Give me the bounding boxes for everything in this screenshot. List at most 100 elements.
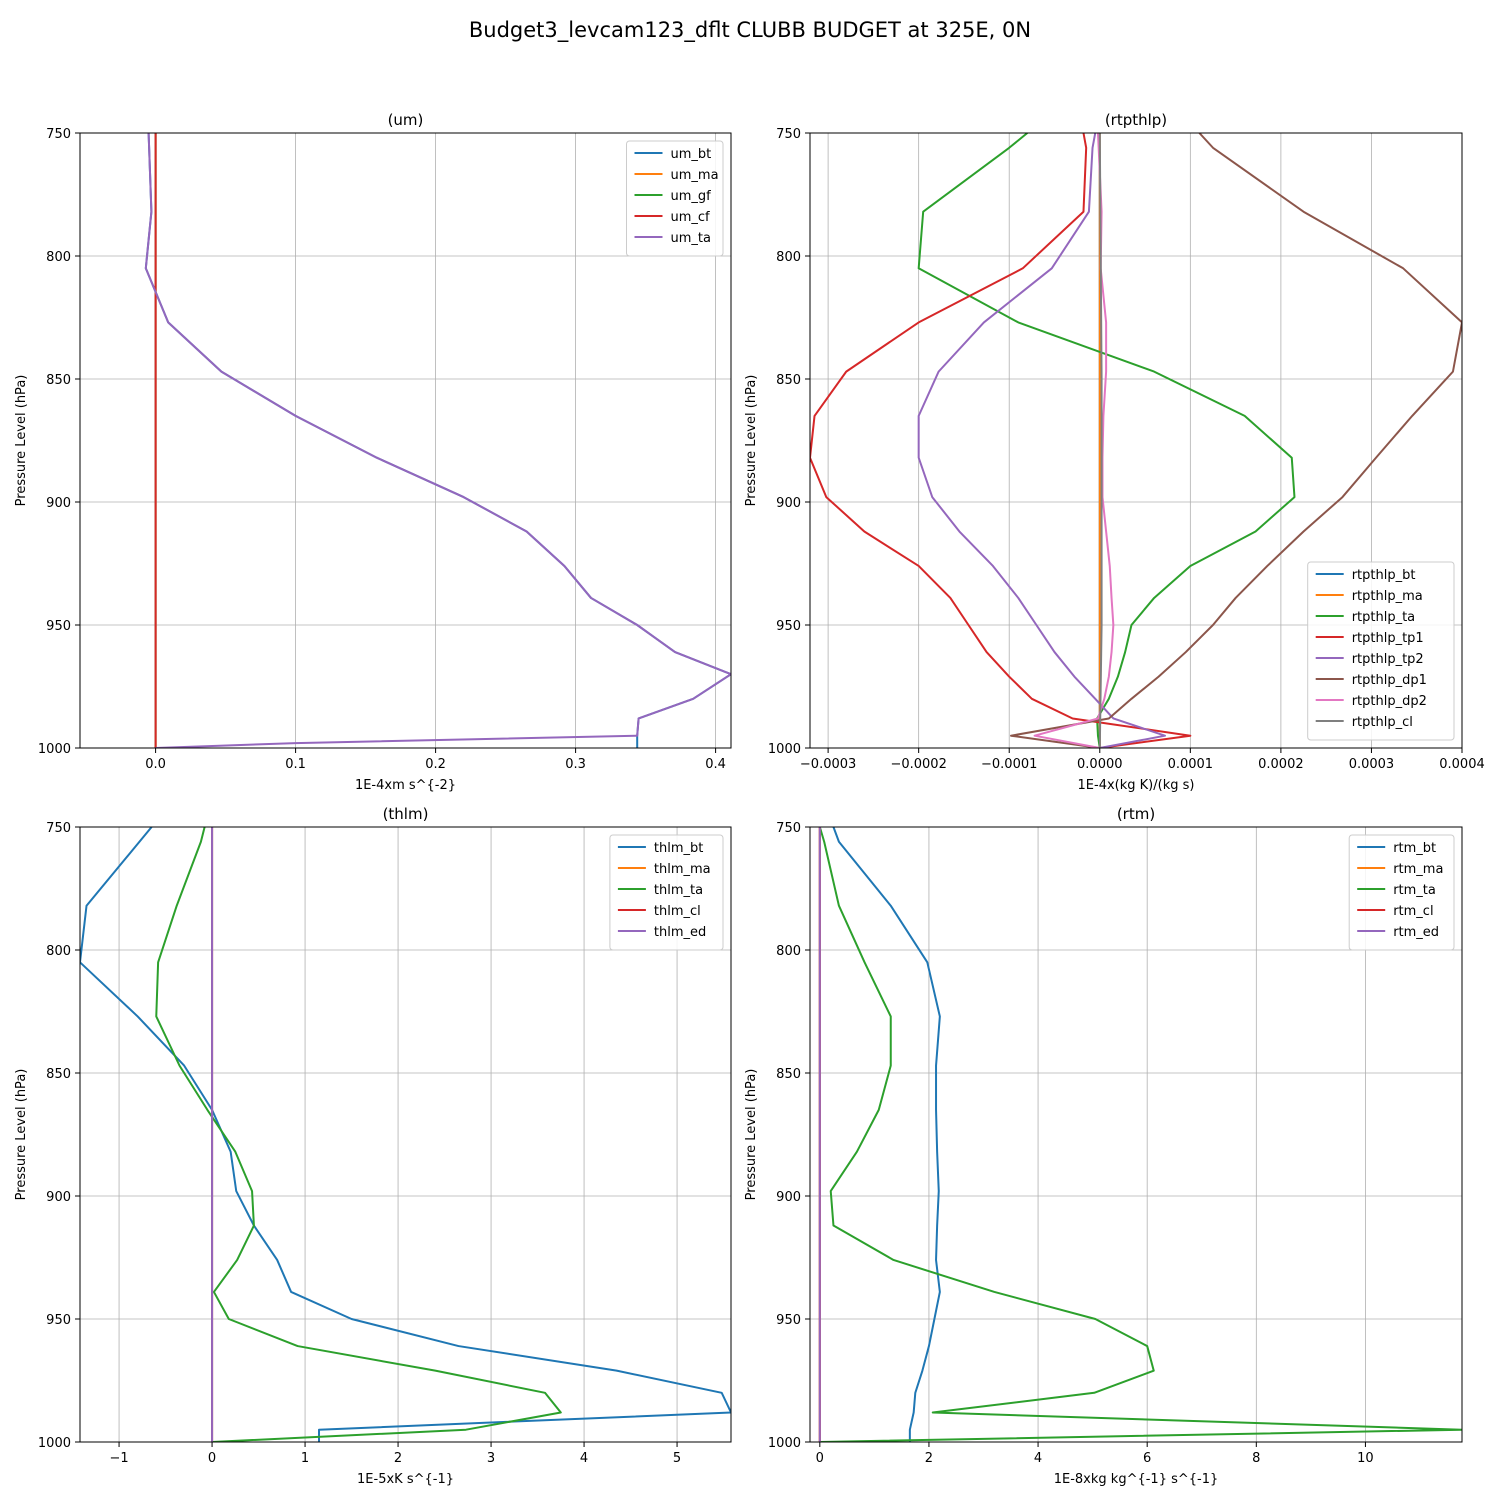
y-tick-label: 800 — [46, 250, 71, 265]
series-lines — [80, 827, 731, 1442]
chart-thlm: −1 0 1 2 3 4 5 750 800 850 900 950 1000 (thlm) 1E-5xK … — [14, 805, 732, 1487]
x-tick-label: 0.0001 — [1168, 757, 1214, 772]
x-tick-label: 0 — [816, 1451, 824, 1466]
x-tick-label: 3 — [487, 1451, 495, 1466]
chart-title: (rtpthlp) — [1105, 111, 1167, 129]
axes-frame — [809, 826, 1463, 1443]
x-axis-label: 1E-4x(kg K)/(kg s) — [1078, 778, 1195, 793]
legend-label: rtm_cl — [1393, 904, 1433, 919]
series-lines — [818, 827, 1462, 1442]
y-tick-label: 1000 — [768, 742, 801, 757]
legend-label: rtm_ma — [1393, 862, 1443, 877]
x-tick-label: 0.0000 — [1077, 757, 1123, 772]
legend-label: rtpthlp_ta — [1352, 610, 1415, 625]
x-tick-label: 2 — [394, 1451, 402, 1466]
legend: um_bt um_ma um_gf um_cf um_ta — [626, 140, 724, 257]
y-tick-label: 950 — [776, 1313, 801, 1328]
y-axis-label: Pressure Level (hPa) — [744, 1069, 759, 1201]
legend-label: rtm_bt — [1393, 841, 1436, 856]
legend-label: rtm_ed — [1393, 925, 1439, 940]
x-axis-label: 1E-8xkg kg^{-1} s^{-1} — [1054, 1472, 1219, 1487]
y-tick-label: 750 — [776, 821, 801, 836]
y-tick-label: 850 — [46, 373, 71, 388]
series-line-rtpthlp_cl — [1098, 133, 1103, 748]
y-tick-label: 1000 — [38, 742, 71, 757]
x-tick-label: 0.4 — [705, 757, 726, 772]
x-tick-label: 6 — [1143, 1451, 1151, 1466]
x-tick-label: 0.0 — [145, 757, 166, 772]
x-tick-label: 0 — [208, 1451, 216, 1466]
x-axis-label: 1E-4xm s^{-2} — [355, 778, 456, 793]
x-tick-label: 4 — [580, 1451, 588, 1466]
series-line-rtm_bt — [832, 827, 941, 1442]
legend-label: rtm_ta — [1393, 883, 1436, 898]
y-tick-label: 850 — [46, 1067, 71, 1082]
legend-label: thlm_cl — [654, 904, 701, 919]
legend-label: thlm_ed — [654, 925, 706, 940]
y-tick-label: 900 — [776, 1190, 801, 1205]
y-tick-label: 750 — [46, 821, 71, 836]
y-tick-label: 950 — [46, 619, 71, 634]
legend-label: thlm_ta — [654, 883, 703, 898]
chart-title: (um) — [388, 111, 424, 129]
series-line-rtpthlp_ta — [917, 133, 1296, 748]
y-tick-label: 800 — [46, 944, 71, 959]
chart-rtm: 0 2 4 6 8 10 750 800 850 900 950 1000 (rtm) 1E-8xkg k… — [744, 805, 1463, 1487]
y-tick-label: 950 — [46, 1313, 71, 1328]
chart-um: 0.0 0.1 0.2 0.3 0.4 750 800 850 900 950 1000 (um) 1E… — [14, 111, 732, 793]
x-tick-label: 0.1 — [285, 757, 306, 772]
series-line-rtpthlp_tp1 — [810, 133, 1192, 748]
x-tick-label: −0.0002 — [890, 757, 946, 772]
series-lines — [810, 133, 1462, 748]
series-lines — [144, 133, 731, 748]
y-tick-label: 750 — [46, 127, 71, 142]
x-tick-label: 0.0003 — [1349, 757, 1395, 772]
y-tick-label: 1000 — [768, 1436, 801, 1451]
series-line-rtm_ta — [818, 827, 1462, 1442]
y-tick-label: 900 — [46, 1190, 71, 1205]
series-line-rtpthlp_dp2 — [1033, 133, 1115, 748]
series-line-thlm_ta — [155, 827, 562, 1442]
legend: thlm_bt thlm_ma thlm_ta thlm_cl thlm_ed — [609, 834, 724, 951]
y-tick-label: 800 — [776, 944, 801, 959]
axes-frame — [79, 132, 732, 749]
legend-label: rtpthlp_tp2 — [1352, 652, 1424, 667]
legend-label: thlm_bt — [654, 841, 703, 856]
chart-title: (thlm) — [383, 805, 429, 823]
x-tick-label: 8 — [1252, 1451, 1260, 1466]
x-tick-label: 10 — [1357, 1451, 1374, 1466]
x-tick-label: −0.0001 — [981, 757, 1037, 772]
x-axis-label: 1E-5xK s^{-1} — [357, 1472, 454, 1487]
chart-title: (rtm) — [1117, 805, 1155, 823]
x-tick-label: 1 — [301, 1451, 309, 1466]
series-line-rtpthlp_tp2 — [917, 133, 1166, 748]
legend-box — [1307, 561, 1455, 741]
y-tick-label: 800 — [776, 250, 801, 265]
chart-rtpthlp: −0.0003 −0.0002 −0.0001 0.0000 0.0001 0.0002 0… — [744, 111, 1485, 793]
y-tick-label: 750 — [776, 127, 801, 142]
y-tick-label: 850 — [776, 1067, 801, 1082]
x-tick-label: −1 — [109, 1451, 128, 1466]
axes-frame — [79, 826, 732, 1443]
legend-label: rtpthlp_tp1 — [1352, 631, 1424, 646]
y-tick-label: 900 — [46, 496, 71, 511]
chart-panels: 0.0 0.1 0.2 0.3 0.47508008509009501000(um)1E… — [14, 111, 1485, 1487]
series-line-rtpthlp_dp1 — [1010, 133, 1462, 748]
legend-box — [626, 140, 724, 257]
legend-label: um_bt — [671, 147, 712, 162]
x-tick-label: 0.0004 — [1439, 757, 1485, 772]
series-line-um_ta — [144, 133, 731, 748]
legend-label: um_gf — [671, 189, 712, 204]
legend-label: rtpthlp_bt — [1352, 568, 1416, 583]
y-tick-label: 1000 — [38, 1436, 71, 1451]
legend-box — [1348, 834, 1455, 951]
legend-label: um_ma — [671, 168, 719, 183]
y-axis-label: Pressure Level (hPa) — [744, 375, 759, 507]
figure-title: Budget3_levcam123_dflt CLUBB BUDGET at 3… — [469, 18, 1031, 43]
legend-label: rtpthlp_cl — [1352, 715, 1413, 730]
y-axis-label: Pressure Level (hPa) — [14, 375, 29, 507]
x-tick-label: 0.2 — [425, 757, 446, 772]
legend: rtpthlp_bt rtpthlp_ma rtpthlp_ta rtpthlp_tp… — [1307, 561, 1455, 741]
legend-label: rtpthlp_ma — [1352, 589, 1423, 604]
